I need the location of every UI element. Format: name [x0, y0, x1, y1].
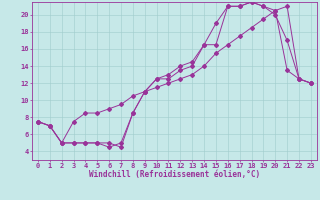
X-axis label: Windchill (Refroidissement éolien,°C): Windchill (Refroidissement éolien,°C) [89, 170, 260, 179]
